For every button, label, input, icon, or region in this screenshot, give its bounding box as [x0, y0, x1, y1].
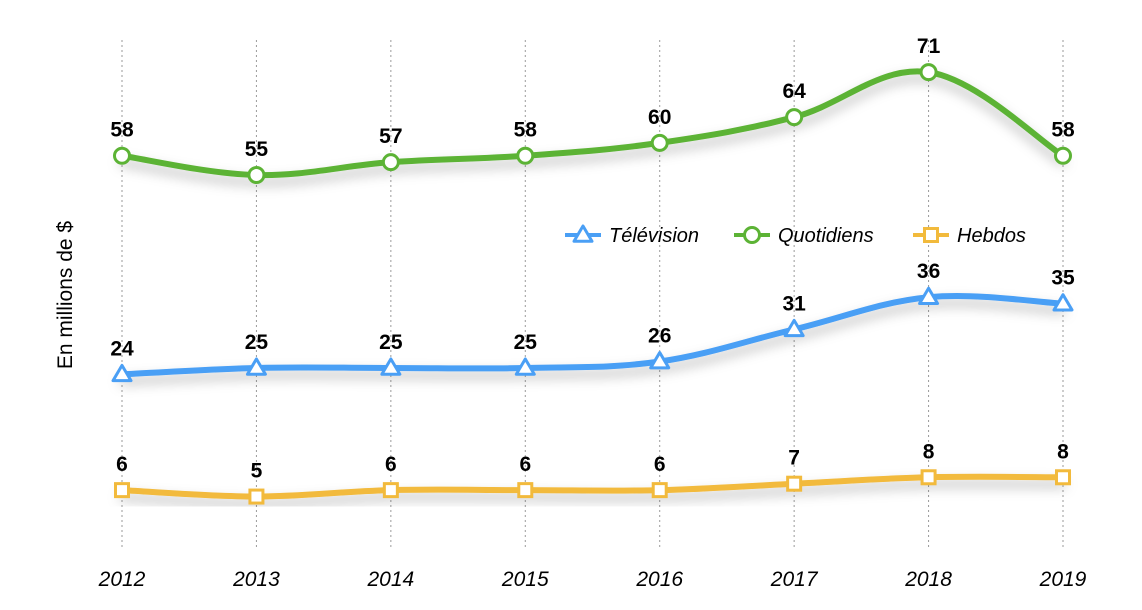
data-point-2019 — [1055, 469, 1071, 486]
data-label-2018: 71 — [917, 35, 941, 58]
y-axis-label: En millions de $ — [54, 221, 77, 370]
x-tick-2017: 2017 — [770, 568, 819, 591]
data-point-2014 — [382, 482, 399, 499]
series-line — [119, 473, 1066, 500]
x-tick-2013: 2013 — [232, 568, 280, 591]
data-label-2016: 60 — [648, 106, 671, 129]
legend-label: Télévision — [609, 225, 699, 247]
data-label-2013: 55 — [245, 138, 269, 161]
legend-marker-icon — [572, 224, 594, 243]
legend-label: Quotidiens — [778, 225, 874, 247]
series-group: 24 25 25 25 26 31 36 35 58 55 57 58 60 64 71 58 6 5 6 6 6 7 8 8 — [110, 35, 1075, 505]
data-point-2014 — [381, 153, 400, 172]
legend-item-circle: Quotidiens — [734, 225, 874, 247]
data-label-2012: 6 — [116, 453, 128, 476]
x-tick-2012: 2012 — [98, 568, 146, 591]
data-label-2014: 25 — [379, 331, 403, 354]
data-point-2017 — [783, 318, 805, 338]
data-point-2019 — [1052, 293, 1074, 312]
series-square: 6 5 6 6 6 7 8 8 — [114, 440, 1071, 505]
series-triangle: 24 25 25 25 26 31 36 35 — [110, 260, 1075, 383]
data-point-2014 — [380, 357, 402, 376]
data-label-2015: 6 — [519, 453, 531, 476]
data-label-2015: 25 — [514, 331, 538, 354]
data-label-2012: 24 — [110, 337, 134, 360]
data-label-2018: 8 — [923, 440, 935, 463]
legend-label: Hebdos — [957, 225, 1026, 247]
data-point-2012 — [114, 482, 130, 499]
legend-marker-icon — [743, 226, 761, 244]
data-label-2017: 64 — [782, 80, 806, 103]
data-label-2012: 58 — [110, 119, 134, 142]
x-tick-2015: 2015 — [501, 568, 549, 591]
data-point-2018 — [918, 286, 940, 306]
x-tick-2016: 2016 — [635, 568, 683, 591]
data-label-2017: 7 — [788, 447, 800, 470]
x-axis-ticks: 2012 2013 2014 2015 2016 2017 2018 2019 — [98, 568, 1087, 591]
x-tick-2018: 2018 — [904, 568, 952, 591]
series-line — [119, 293, 1066, 378]
data-point-2018 — [920, 469, 937, 486]
legend: Télévision Quotidiens Hebdos — [565, 224, 1026, 247]
data-point-2013 — [248, 488, 265, 505]
data-point-2012 — [111, 363, 133, 383]
data-label-2019: 8 — [1057, 440, 1069, 463]
data-point-2012 — [113, 146, 131, 165]
data-label-2014: 57 — [379, 125, 402, 148]
legend-item-square: Hebdos — [913, 225, 1026, 247]
data-label-2015: 58 — [514, 119, 538, 142]
data-point-2016 — [651, 482, 668, 499]
data-point-2018 — [919, 63, 938, 82]
legend-item-triangle: Télévision — [565, 224, 699, 247]
data-point-2015 — [517, 482, 534, 499]
data-label-2013: 5 — [251, 460, 263, 483]
data-point-2017 — [786, 475, 803, 492]
data-label-2016: 6 — [654, 453, 666, 476]
data-label-2014: 6 — [385, 453, 397, 476]
series-circle: 58 55 57 58 60 64 71 58 — [110, 35, 1075, 185]
data-label-2017: 31 — [782, 292, 806, 315]
data-label-2019: 35 — [1051, 267, 1075, 290]
data-point-2015 — [516, 146, 535, 165]
data-point-2016 — [650, 133, 669, 152]
data-point-2015 — [514, 357, 536, 376]
data-label-2016: 26 — [648, 325, 671, 348]
data-label-2018: 36 — [917, 260, 940, 283]
legend-marker-icon — [923, 227, 939, 243]
data-point-2017 — [785, 108, 804, 127]
data-point-2013 — [247, 166, 266, 185]
x-tick-2014: 2014 — [366, 568, 414, 591]
data-label-2013: 25 — [245, 331, 269, 354]
x-tick-2019: 2019 — [1039, 568, 1087, 591]
data-point-2019 — [1054, 146, 1072, 165]
data-label-2019: 58 — [1051, 119, 1075, 142]
data-point-2013 — [245, 357, 267, 376]
data-point-2016 — [649, 351, 671, 370]
